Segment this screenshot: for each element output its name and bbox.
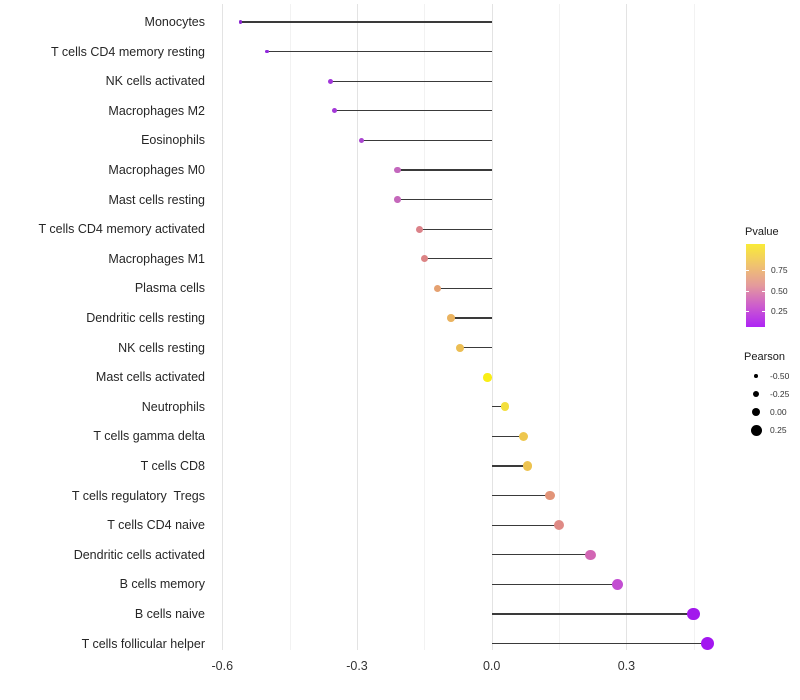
lollipop-stem — [491, 524, 559, 526]
lollipop-stem — [334, 110, 492, 112]
pearson-legend-dot — [754, 374, 758, 378]
minor-gridline — [693, 4, 695, 650]
category-label: T cells CD4 naive — [107, 518, 205, 533]
lollipop-dot — [545, 490, 555, 501]
colorbar-tick-label: 0.25 — [771, 306, 788, 317]
lollipop-dot — [416, 225, 424, 233]
category-label: Mast cells resting — [108, 192, 205, 207]
category-label: Plasma cells — [134, 281, 205, 296]
category-label: T cells follicular helper — [81, 636, 205, 651]
lollipop-stem — [240, 21, 492, 23]
category-label: Macrophages M2 — [108, 103, 205, 118]
category-label: T cells CD4 memory resting — [51, 44, 205, 59]
pearson-legend-label: -0.50 — [770, 371, 790, 381]
lollipop-dot — [518, 431, 528, 441]
category-label: Dendritic cells resting — [86, 311, 205, 325]
colorbar-tick — [746, 270, 749, 271]
lollipop-dot — [700, 637, 714, 651]
lollipop-dot — [483, 373, 492, 382]
lollipop-stem — [491, 465, 528, 467]
lollipop-stem — [451, 317, 492, 319]
x-tick-label: -0.6 — [211, 659, 234, 673]
lollipop-dot — [585, 549, 596, 561]
category-label: T cells CD8 — [140, 459, 205, 473]
lollipop-dot — [687, 607, 701, 621]
lollipop-stem — [419, 228, 492, 230]
category-label: T cells regulatory Tregs — [71, 488, 205, 503]
lollipop-dot — [523, 461, 533, 471]
lollipop-stem — [491, 554, 591, 556]
lollipop-stem — [491, 435, 524, 437]
pvalue-colorbar — [746, 244, 765, 327]
pearson-legend-dot — [751, 407, 761, 417]
colorbar-tick — [762, 311, 765, 313]
lollipop-stem — [361, 139, 492, 141]
lollipop-dot — [500, 402, 510, 412]
category-label: Monocytes — [144, 15, 205, 29]
colorbar-tick — [762, 270, 765, 271]
colorbar-tick-label: 0.50 — [771, 285, 788, 296]
category-label: Mast cells activated — [95, 370, 205, 385]
pearson-legend-dot — [750, 424, 762, 436]
pearson-legend-label: 0.00 — [770, 407, 787, 417]
category-label: NK cells activated — [105, 74, 205, 89]
lollipop-stem — [491, 643, 708, 645]
lollipop-stem — [491, 613, 694, 615]
lollipop-stem — [424, 258, 492, 260]
pearson-legend-dot — [752, 390, 760, 398]
pearson-legend-title: Pearson — [744, 351, 785, 363]
major-gridline — [626, 4, 628, 650]
colorbar-tick-label: 0.75 — [771, 265, 788, 275]
major-gridline — [491, 4, 493, 650]
x-tick-label: -0.3 — [346, 659, 368, 673]
lollipop-dot — [394, 196, 401, 203]
lollipop-stem — [460, 347, 492, 349]
category-label: Eosinophils — [141, 133, 205, 148]
minor-gridline — [424, 4, 426, 650]
major-gridline — [222, 4, 224, 650]
category-label: B cells naive — [134, 607, 205, 621]
category-label: B cells memory — [119, 577, 205, 592]
lollipop-dot — [611, 578, 623, 590]
category-label: T cells CD4 memory activated — [38, 222, 206, 237]
colorbar-tick — [746, 290, 749, 292]
lollipop-stem — [491, 495, 551, 497]
lollipop-dot — [265, 49, 270, 54]
lollipop-dot — [394, 166, 401, 174]
lollipop-stem — [397, 199, 492, 201]
lollipop-stem — [437, 287, 492, 289]
lollipop-dot — [434, 284, 442, 293]
lollipop-stem — [330, 80, 492, 82]
category-label: T cells gamma delta — [93, 429, 205, 444]
category-label: Macrophages M1 — [108, 251, 205, 266]
lollipop-stem — [491, 583, 618, 585]
minor-gridline — [559, 4, 560, 650]
colorbar-tick — [746, 311, 749, 313]
lollipop-stem — [267, 51, 492, 53]
category-label: NK cells resting — [118, 340, 205, 355]
colorbar-tick — [762, 290, 765, 292]
pvalue-legend-title: Pvalue — [745, 226, 779, 238]
x-tick-label: 0.0 — [482, 659, 501, 673]
lollipop-dot — [554, 520, 564, 531]
lollipop-dot — [238, 20, 242, 24]
lollipop-dot — [420, 255, 428, 263]
category-label: Dendritic cells activated — [73, 547, 205, 562]
lollipop-stem — [397, 169, 492, 171]
pearson-legend-label: 0.25 — [770, 425, 787, 435]
lollipop-dot — [456, 343, 465, 352]
lollipop-dot — [358, 137, 365, 144]
category-label: Macrophages M0 — [108, 163, 205, 177]
category-label: Neutrophils — [141, 399, 205, 414]
plot-panel — [213, 4, 715, 651]
pearson-legend-label: -0.25 — [770, 389, 790, 399]
lollipop-dot — [327, 78, 333, 84]
x-tick-label: 0.3 — [617, 659, 636, 673]
minor-gridline — [289, 4, 291, 650]
lollipop-stem — [491, 406, 506, 408]
lollipop-dot — [332, 108, 338, 114]
major-gridline — [357, 4, 358, 650]
lollipop-dot — [447, 314, 456, 322]
